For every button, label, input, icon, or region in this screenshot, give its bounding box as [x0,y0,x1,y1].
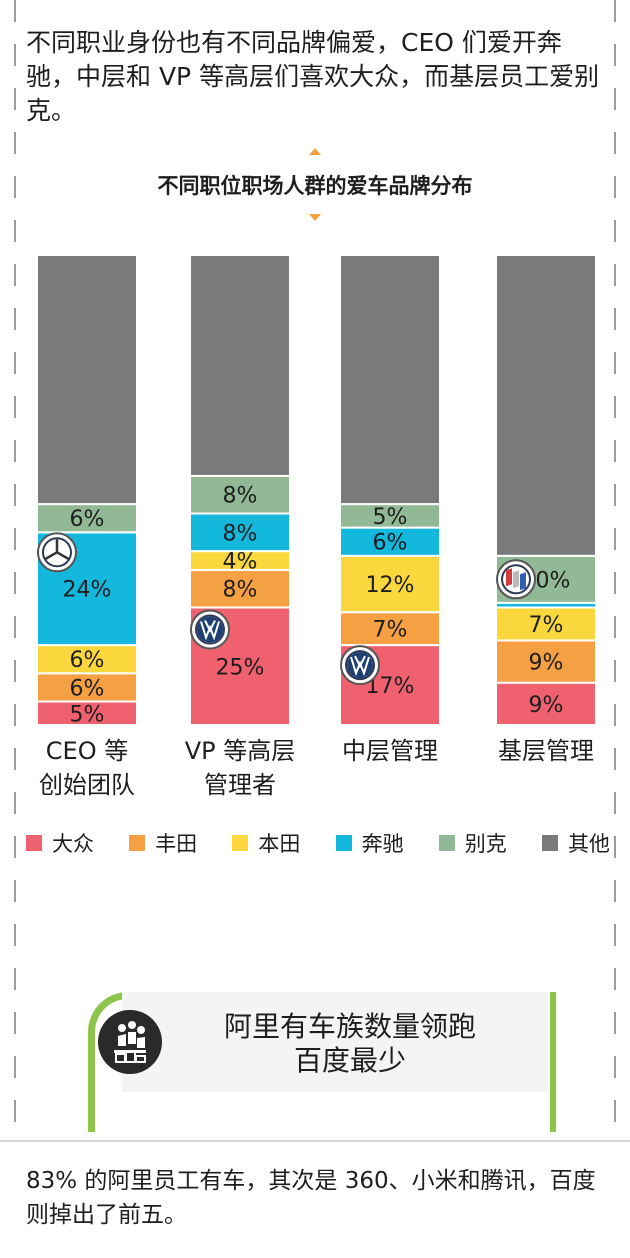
data-label: 8% [223,578,258,603]
chart-legend: 大众 丰田 本田 奔驰 别克 其他 [26,828,610,858]
data-label: 6% [70,676,105,701]
data-label: 24% [63,578,112,603]
legend-swatch [438,835,455,851]
bottom-panel [0,1142,630,1258]
category-label-line: 基层管理 [498,737,594,765]
headline-line-2: 百度最少 [293,1044,406,1077]
bar-segment [36,672,138,703]
dashed-border-right [614,0,616,1140]
legend-item: 别克 [438,828,507,858]
category-label-line: 中层管理 [342,737,438,765]
dashed-border-left [14,0,16,1140]
legend-item: 丰田 [129,828,197,858]
bar-segment [339,526,441,557]
section-headline: 阿里有车族数量领跑 百度最少 [150,1010,550,1078]
intro-text: 不同职业身份也有不同品牌偏爱，CEO 们爱开奔驰，中层和 VP 等高层们喜欢大众… [26,28,600,125]
section-text: 83% 的阿里员工有车，其次是 360、小米和腾讯，百度则掉出了前五。 [26,1168,596,1228]
bar-segment [189,254,291,477]
data-label: 8% [223,484,258,509]
data-label: 9% [529,651,564,676]
data-label: 12% [366,573,415,598]
legend-item: 大众 [26,828,94,858]
data-label: 8% [223,521,258,546]
data-label: 6% [373,531,408,556]
legend-label: 其他 [567,832,610,856]
data-label: 9% [529,693,564,718]
podium-icon [98,1010,162,1074]
legend-label: 奔驰 [361,832,404,856]
stacked-bar-chart: 5%6%6%24%6%25%8%4%8%8%17%7%12%6%5%9%9%7%… [36,254,597,727]
chart-panel: 不同职业身份也有不同品牌偏爱，CEO 们爱开奔驰，中层和 VP 等高层们喜欢大众… [0,0,630,1140]
bar-group: 25% 8% 4% 8% 8% [189,254,291,726]
bar-group: 17%7%12%6%5% [339,254,441,727]
bar-group: 9%9%7%10% [495,254,597,727]
legend-swatch [232,835,249,851]
category-label: VP 等高层 管理者 [160,734,320,802]
headline-bracket-right [550,992,556,1132]
title-marker-up-icon [309,148,321,155]
chart-title: 不同职位职场人群的爱车品牌分布 [157,174,473,198]
data-label: 5% [373,505,408,530]
buick-logo-icon [496,559,536,600]
data-label: 7% [373,618,408,643]
bar-segment [36,644,138,675]
data-label: 7% [529,613,564,638]
data-label: 5% [70,702,105,727]
category-label: CEO 等创始团队 [7,734,167,802]
legend-item: 其他 [541,828,610,858]
legend-swatch [541,835,558,851]
data-label: 25% [216,655,265,680]
bar-segment [495,681,597,727]
legend-label: 本田 [258,832,301,856]
headline-box [122,992,548,1092]
data-label: 6% [70,507,105,532]
category-label-line: CEO 等 [45,737,129,765]
legend-swatch [129,835,146,851]
legend-swatch [26,835,42,851]
vw-logo-icon [190,609,230,650]
bar-segment [339,254,441,506]
legend-swatch [335,835,352,851]
bar-segment [36,254,138,506]
category-label: 基层管理 [466,734,626,768]
mercedes-logo-icon [37,532,77,573]
legend-label: 别克 [464,832,507,856]
category-label-line: 管理者 [204,771,276,799]
legend-item: 奔驰 [335,828,404,858]
bar-segment [339,554,441,614]
vw-logo-icon [340,645,380,686]
data-label: 4% [223,550,258,575]
bar-segment [36,503,138,534]
category-label: 中层管理 [310,734,470,768]
legend-item: 本田 [232,828,300,858]
bar-segment [495,639,597,684]
headline-line-1: 阿里有车族数量领跑 [223,1010,476,1043]
bar-segment [339,611,441,647]
title-marker-down-icon [309,214,321,221]
legend-label: 丰田 [155,832,198,856]
bar-segment [189,568,291,609]
category-label-line: 创始团队 [39,771,135,799]
category-label-line: VP 等高层 [184,737,296,765]
data-label: 6% [70,648,105,673]
bar-segment [495,254,597,557]
bar-group: 5%6%6%24%6% [36,254,138,727]
legend-label: 大众 [52,832,94,856]
